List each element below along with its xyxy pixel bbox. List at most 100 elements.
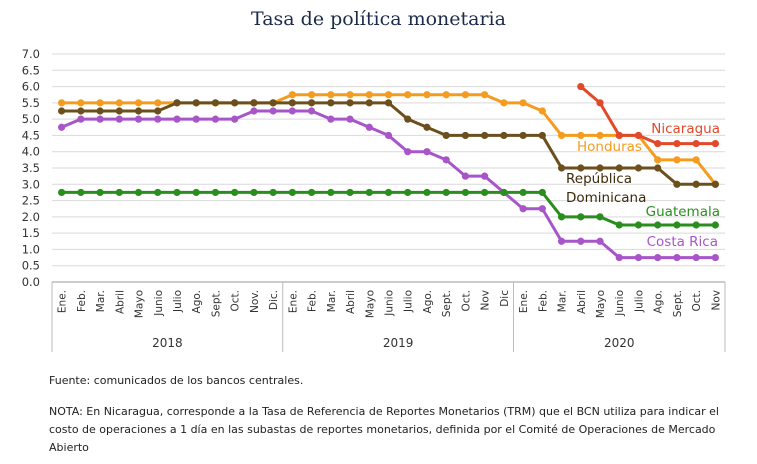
data-point — [711, 139, 719, 148]
data-point — [538, 205, 546, 213]
data-point — [231, 99, 239, 107]
data-point — [481, 188, 489, 197]
data-point — [269, 99, 277, 107]
data-point — [442, 91, 450, 99]
data-point — [404, 115, 412, 123]
y-tick-label: 6.5 — [22, 63, 40, 77]
data-point — [481, 91, 489, 99]
y-tick-label: 1.5 — [22, 226, 40, 240]
data-point — [269, 188, 277, 197]
x-tick-label: Ago. — [653, 290, 665, 313]
data-point — [711, 253, 719, 262]
data-point — [519, 131, 527, 140]
x-tick-label: Nov — [480, 290, 492, 311]
data-point — [231, 115, 239, 123]
data-point — [673, 253, 681, 262]
data-point — [596, 164, 604, 172]
data-point — [634, 164, 643, 172]
data-point — [154, 188, 162, 197]
data-point — [423, 123, 431, 131]
data-point — [596, 99, 604, 107]
x-tick-label: Mar. — [95, 290, 107, 312]
data-point — [577, 237, 585, 245]
x-tick-label: Junio — [614, 290, 626, 317]
data-point — [654, 253, 662, 262]
chart-title: Tasa de política monetaria — [251, 8, 506, 30]
year-label: 2018 — [152, 336, 183, 350]
data-point — [192, 99, 200, 107]
data-point — [577, 131, 585, 140]
data-point — [615, 164, 623, 172]
data-point — [634, 221, 643, 229]
data-point — [654, 164, 662, 172]
data-point — [711, 180, 719, 188]
series-lines — [58, 82, 719, 262]
data-point — [96, 107, 104, 115]
data-point — [577, 164, 585, 172]
data-point — [423, 188, 431, 197]
data-point — [346, 99, 354, 107]
data-point — [307, 107, 316, 115]
data-point — [557, 237, 566, 245]
x-tick-label: Nov. — [249, 290, 261, 313]
data-point — [365, 91, 373, 99]
data-point — [519, 188, 527, 197]
y-tick-label: 5.0 — [22, 112, 40, 126]
data-point — [192, 188, 200, 197]
data-point — [327, 115, 335, 123]
x-tick-label: Ene. — [518, 290, 530, 313]
data-point — [557, 131, 566, 140]
data-point — [615, 253, 623, 262]
data-point — [654, 139, 662, 148]
x-tick-label: Oct. — [460, 290, 472, 312]
data-point — [77, 115, 85, 123]
data-point — [461, 131, 470, 140]
x-tick-label: Abril — [114, 290, 126, 314]
x-tick-label: Mayo — [595, 290, 607, 318]
data-point — [519, 99, 527, 107]
x-tick-label: Ene. — [287, 290, 299, 313]
data-point — [538, 107, 546, 115]
y-tick-label: 3.0 — [22, 177, 40, 191]
data-point — [58, 188, 66, 197]
data-point — [58, 107, 66, 115]
data-point — [692, 139, 700, 148]
data-point — [692, 156, 700, 164]
data-point — [134, 107, 143, 115]
x-tick-label: Mar. — [557, 290, 569, 312]
data-point — [577, 82, 585, 91]
data-point — [673, 139, 681, 148]
data-point — [384, 91, 393, 99]
data-point — [134, 115, 143, 123]
line-chart: 0.0 0.5 1.0 1.5 2.0 2.5 3.0 3.5 4.0 4.5 5.0 5.5 6.0 6… — [22, 47, 726, 352]
x-tick-label: Ene. — [57, 290, 69, 313]
data-point — [692, 221, 700, 229]
data-point — [346, 115, 354, 123]
data-point — [461, 188, 470, 197]
data-point — [461, 91, 470, 99]
y-tick-label: 4.5 — [22, 128, 40, 142]
data-point — [423, 91, 431, 99]
y-tick-label: 0.5 — [22, 259, 40, 273]
data-point — [115, 107, 123, 115]
x-tick-label: Mar. — [326, 290, 338, 312]
x-tick-label: Julio — [633, 290, 645, 313]
data-point — [481, 131, 489, 140]
data-point — [288, 91, 296, 99]
x-tick-label: Mayo — [134, 290, 146, 318]
data-point — [500, 188, 508, 197]
data-point — [77, 188, 85, 197]
data-point — [327, 91, 335, 99]
x-tick-label: Sept. — [672, 290, 684, 317]
data-point — [615, 221, 623, 229]
data-point — [173, 115, 181, 123]
data-point — [442, 156, 450, 164]
data-point — [327, 99, 335, 107]
x-tick-label: Oct. — [691, 290, 703, 312]
x-axis: Ene. Feb. Mar. Abril Mayo Junio Julio Ago. Sept.… — [51, 282, 726, 352]
x-tick-label: Abril — [345, 290, 357, 314]
data-point — [596, 213, 604, 221]
data-point — [365, 99, 373, 107]
data-point — [615, 131, 623, 140]
data-point — [557, 213, 566, 221]
